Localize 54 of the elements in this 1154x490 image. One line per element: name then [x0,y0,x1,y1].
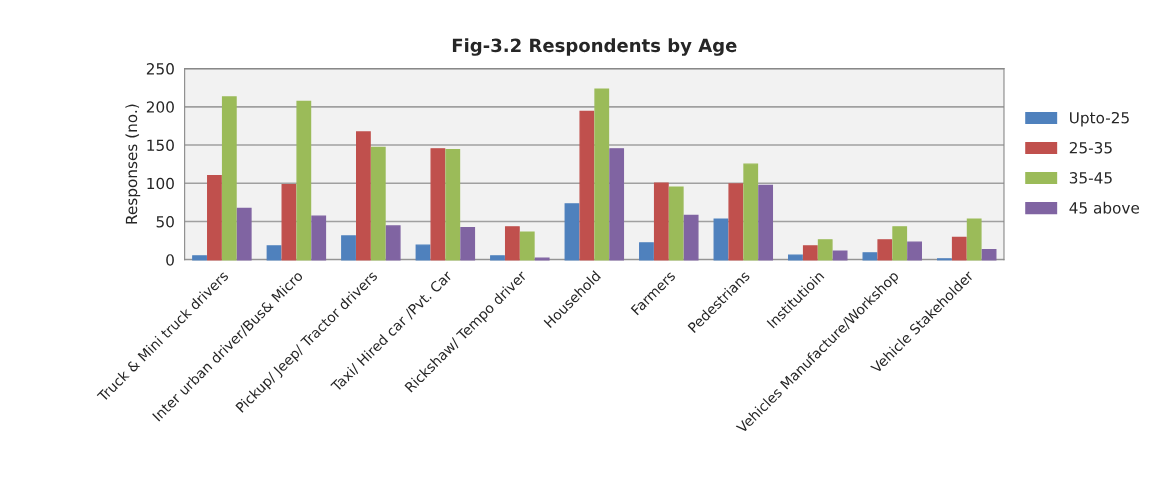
bar [713,218,729,261]
bar [564,203,580,261]
y-tick-label: 0 [166,254,174,266]
bar [415,244,431,261]
bar [579,110,595,261]
bar [519,231,535,261]
bar [281,184,297,261]
bar [653,182,669,261]
legend-label: 25-35 [1069,141,1112,154]
bar [236,207,252,261]
bar [207,174,222,261]
bar [266,245,282,261]
bar [192,255,207,261]
bar [683,214,699,261]
bar [356,131,371,261]
bar [609,148,625,261]
bar [296,100,312,261]
bar [668,186,684,261]
bar [221,96,237,261]
bar [594,88,610,261]
bar [504,226,520,261]
bar [907,241,922,261]
bar [639,242,654,261]
bar [981,249,997,261]
y-tick-label: 150 [147,139,174,152]
legend-label: Upto-25 [1070,111,1129,127]
chart-title: Fig-3.2 Respondents by Age [452,38,737,56]
y-tick-label: 50 [156,215,174,228]
bar [788,254,803,261]
bar [892,226,908,261]
y-tick-label: 100 [147,177,174,190]
y-tick-label: 250 [146,63,174,75]
bar [311,215,327,261]
bar [341,235,356,261]
bar [370,146,386,261]
bar [430,148,446,261]
bar [877,239,893,261]
bar [460,226,476,261]
bar [817,239,833,261]
bar [758,184,774,261]
bar [862,252,878,261]
bar [802,245,818,261]
y-axis-title: Responses (no.) [125,104,141,224]
bar [832,250,848,261]
bar [490,255,505,261]
bar [445,148,461,261]
y-tick-label: 200 [146,101,174,113]
legend-label: 45 above [1069,201,1140,214]
legend-label: 35-45 [1069,172,1112,184]
bar [966,218,982,261]
bar [385,225,401,261]
bar [743,163,759,261]
bar [728,183,744,261]
bar [951,236,967,261]
